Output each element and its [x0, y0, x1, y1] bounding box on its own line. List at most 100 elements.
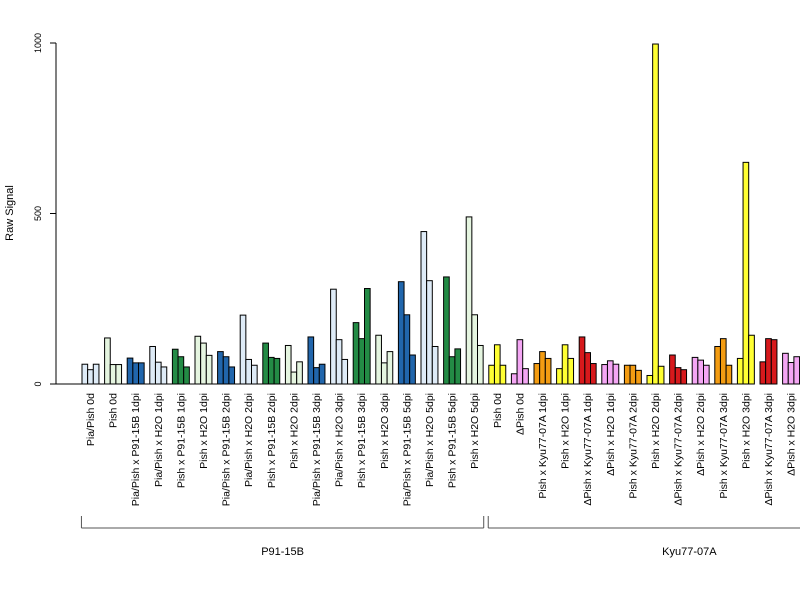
bar — [409, 354, 416, 385]
bar — [556, 368, 563, 385]
x-tick-label: Pish x H2O 2dpi — [288, 393, 300, 469]
x-tick-label: Pish x P91-15B 3dpi — [356, 393, 368, 488]
bar — [290, 371, 298, 385]
bar — [222, 356, 230, 385]
y-tick-label: 1000 — [33, 33, 43, 53]
x-tick-label: ΔPish x Kyu77-07A 3dpi — [763, 393, 775, 506]
x-tick-labels: Pia/Pish 0d Pish 0d Pia/Pish x P91-15B 1dp… — [85, 393, 798, 506]
bar — [697, 359, 704, 385]
bar — [510, 373, 518, 385]
x-tick-label: ΔPish x H2O 3dpi — [786, 393, 798, 476]
x-tick-label: ΔPish 0d — [514, 393, 526, 435]
bar — [477, 344, 484, 385]
bar — [109, 364, 117, 385]
bar — [149, 345, 156, 385]
x-tick-label: Pish x P91-15B 2dpi — [266, 393, 278, 488]
bar — [606, 360, 614, 385]
bar — [358, 338, 366, 385]
bar — [420, 231, 428, 385]
bar — [493, 344, 501, 385]
bar — [205, 354, 213, 385]
bar — [239, 314, 247, 385]
bar — [386, 351, 394, 385]
x-tick-label: ΔPish x H2O 2dpi — [695, 393, 707, 476]
bar — [177, 356, 185, 385]
bar — [759, 361, 767, 385]
bar — [544, 357, 552, 385]
x-tick-label: Pia/Pish x H2O 3dpi — [334, 393, 346, 487]
x-tick-label: Pia/Pish x P91-15B 3dpi — [311, 393, 323, 506]
bar — [81, 363, 89, 385]
bar — [646, 374, 654, 385]
bar — [171, 348, 179, 385]
bars — [81, 43, 800, 385]
bar — [488, 364, 495, 385]
bar — [635, 369, 642, 385]
bar — [228, 366, 236, 385]
bar — [200, 342, 207, 385]
bar — [454, 348, 462, 385]
x-tick-label: Pia/Pish x H2O 2dpi — [243, 393, 255, 487]
y-axis-label: Raw Signal — [4, 185, 16, 241]
bar — [770, 339, 778, 385]
bar — [364, 288, 371, 385]
bar — [680, 369, 688, 385]
bar — [714, 345, 721, 385]
x-tick-label: Pish x H2O 5dpi — [469, 393, 481, 469]
x-tick-label: Pia/Pish x P91-15B 1dpi — [130, 393, 142, 506]
x-tick-label: Pish 0d — [492, 393, 504, 428]
bar — [375, 334, 382, 385]
x-tick-label: ΔPish x Kyu77-07A 2dpi — [673, 393, 685, 506]
bar — [104, 337, 111, 385]
x-tick-label: Pia/Pish x P91-15B 2dpi — [221, 393, 233, 506]
bar — [719, 338, 727, 385]
bar — [793, 356, 800, 385]
group-label: P91-15B — [261, 546, 304, 558]
x-tick-label: Pish 0d — [108, 393, 120, 428]
bar — [426, 280, 433, 385]
bar — [262, 342, 269, 385]
bar — [657, 365, 665, 385]
bar — [194, 335, 202, 385]
x-tick-label: Pish x P91-15B 5dpi — [447, 393, 459, 488]
bar — [725, 364, 733, 385]
bar — [183, 366, 190, 385]
bar — [765, 338, 772, 385]
x-tick-label: Pia/Pish x H2O 5dpi — [424, 393, 436, 487]
bar — [539, 351, 546, 385]
bar — [267, 356, 275, 385]
group-label: Kyu77-07A — [662, 546, 717, 558]
bar — [341, 358, 349, 385]
x-tick-label: Pish x Kyu77-07A 2dpi — [627, 393, 639, 499]
bar — [578, 336, 586, 385]
x-tick-label: Pish x H2O 3dpi — [379, 393, 391, 469]
x-tick-label: Pia/Pish 0d — [85, 393, 97, 446]
y-axis: 0 500 1000 — [33, 33, 57, 387]
bar — [313, 367, 320, 385]
bar — [296, 361, 303, 385]
x-tick-label: ΔPish x Kyu77-07A 1dpi — [582, 393, 594, 506]
bar — [465, 216, 473, 385]
bar — [471, 314, 479, 385]
bar — [736, 357, 744, 385]
bar — [397, 281, 405, 385]
bar — [742, 161, 750, 385]
bar — [499, 364, 507, 385]
x-tick-label: Pia/Pish x P91-15B 5dpi — [401, 393, 413, 506]
bar — [612, 363, 620, 385]
bar — [335, 339, 343, 385]
group-brackets: P91-15B Kyu77-07A — [80, 516, 800, 558]
bar — [516, 339, 524, 385]
x-tick-label: Pish x H2O 1dpi — [198, 393, 210, 469]
bar — [330, 288, 337, 385]
bar — [669, 354, 676, 385]
x-tick-label: Pish x H2O 3dpi — [740, 393, 752, 469]
bar — [380, 362, 388, 385]
bar — [160, 366, 168, 385]
bar — [533, 363, 541, 385]
bar — [448, 356, 456, 385]
x-tick-label: Pia/Pish x H2O 1dpi — [153, 393, 165, 487]
bar — [561, 344, 569, 385]
bar — [284, 344, 292, 385]
